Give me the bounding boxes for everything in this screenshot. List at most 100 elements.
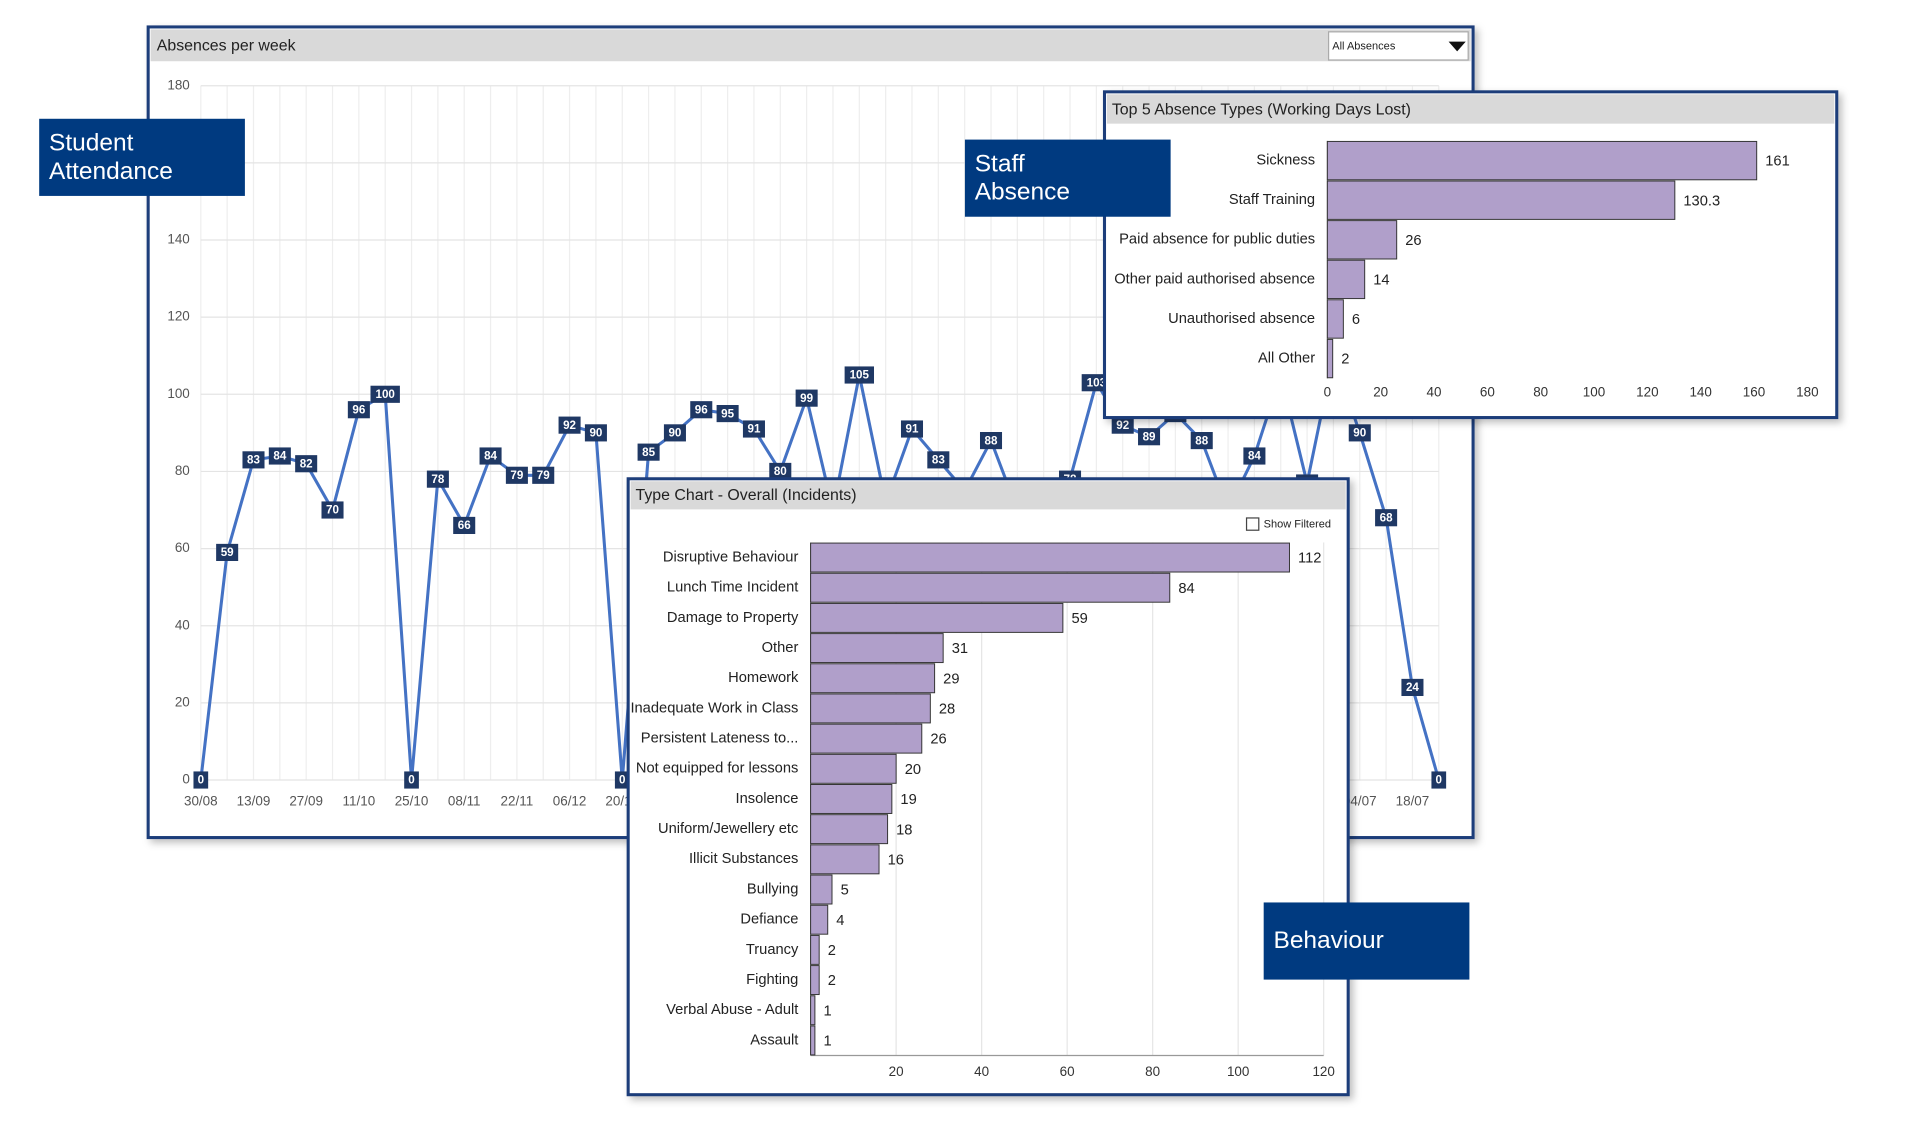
x-tick-label: 18/07 bbox=[1396, 794, 1430, 809]
data-label: 88 bbox=[985, 434, 998, 447]
point-marker bbox=[404, 771, 419, 789]
category-label: Other bbox=[762, 640, 799, 656]
data-label: 24 bbox=[1406, 681, 1419, 694]
dropdown-value[interactable]: All Absences bbox=[1332, 40, 1396, 52]
point-marker bbox=[979, 432, 1003, 450]
y-tick-label: 140 bbox=[167, 232, 189, 247]
point-marker bbox=[584, 424, 607, 442]
point-marker bbox=[1401, 678, 1424, 697]
checkbox-label[interactable]: Show Filtered bbox=[1264, 519, 1331, 531]
point-marker bbox=[1348, 424, 1371, 442]
data-label: 96 bbox=[352, 403, 365, 416]
panel-title: Type Chart - Overall (Incidents) bbox=[636, 487, 857, 504]
x-tick-label: 80 bbox=[1145, 1064, 1160, 1079]
category-label: Staff Training bbox=[1229, 192, 1315, 208]
x-tick-label: 60 bbox=[1060, 1064, 1075, 1079]
data-label: 14 bbox=[1373, 272, 1389, 288]
data-label: 83 bbox=[247, 454, 260, 467]
point-marker bbox=[370, 385, 400, 403]
data-label: 28 bbox=[939, 702, 955, 718]
data-label: 96 bbox=[695, 403, 708, 416]
data-label: 80 bbox=[774, 465, 787, 478]
bar bbox=[1326, 299, 1344, 339]
data-label: 84 bbox=[273, 450, 286, 463]
data-label: 16 bbox=[888, 852, 904, 868]
point-marker bbox=[769, 462, 792, 481]
point-marker bbox=[558, 416, 581, 434]
point-marker bbox=[1190, 432, 1213, 450]
data-label: 83 bbox=[932, 454, 945, 467]
point-marker bbox=[900, 420, 924, 438]
data-label: 18 bbox=[896, 822, 912, 838]
x-tick-label: 25/10 bbox=[395, 794, 429, 809]
category-label: Not equipped for lessons bbox=[636, 761, 798, 777]
data-label: 99 bbox=[800, 392, 813, 405]
data-label: 161 bbox=[1765, 154, 1790, 170]
data-label: 68 bbox=[1380, 511, 1393, 524]
data-label: 4 bbox=[836, 913, 844, 929]
bar bbox=[1326, 220, 1398, 260]
point-marker bbox=[1375, 509, 1398, 527]
data-label: 31 bbox=[952, 641, 968, 657]
data-label: 91 bbox=[747, 423, 760, 436]
x-tick-label: 40 bbox=[974, 1064, 989, 1079]
point-marker bbox=[268, 447, 291, 465]
point-marker bbox=[426, 470, 449, 488]
category-label: Truancy bbox=[746, 942, 799, 958]
data-label: 78 bbox=[431, 473, 444, 486]
x-tick-label: 06/12 bbox=[553, 794, 587, 809]
x-tick-label: 100 bbox=[1583, 385, 1605, 400]
point-marker bbox=[927, 451, 950, 469]
point-marker bbox=[295, 455, 318, 473]
bar bbox=[810, 784, 893, 814]
point-marker bbox=[637, 443, 660, 461]
bar bbox=[810, 542, 1290, 573]
data-label: 88 bbox=[1195, 434, 1208, 447]
point-marker bbox=[663, 424, 686, 442]
section-label: Behaviour bbox=[1263, 902, 1470, 980]
data-label: 90 bbox=[1353, 427, 1366, 440]
y-tick-label: 180 bbox=[167, 77, 189, 92]
bar bbox=[810, 633, 944, 664]
category-label: Disruptive Behaviour bbox=[663, 549, 799, 565]
panel-title: Top 5 Absence Types (Working Days Lost) bbox=[1112, 101, 1411, 118]
data-label: 29 bbox=[943, 671, 959, 687]
panel-title: Absences per week bbox=[157, 38, 296, 55]
data-label: 59 bbox=[221, 546, 234, 559]
data-label: 89 bbox=[1143, 430, 1156, 443]
category-label: Fighting bbox=[746, 972, 798, 988]
point-marker bbox=[690, 401, 713, 419]
category-label: Persistent Lateness to... bbox=[641, 731, 799, 747]
category-label: Sickness bbox=[1256, 152, 1315, 168]
bar bbox=[810, 693, 931, 724]
x-tick-label: 08/11 bbox=[448, 794, 481, 809]
panel-header bbox=[630, 481, 1346, 510]
dropdown[interactable] bbox=[1327, 31, 1469, 61]
data-label: 6 bbox=[1352, 312, 1360, 328]
dropdown-arrow[interactable] bbox=[1448, 41, 1466, 52]
bar bbox=[810, 753, 897, 784]
point-marker bbox=[614, 771, 630, 789]
data-label: 95 bbox=[721, 407, 734, 420]
x-tick-label: 30/08 bbox=[184, 794, 218, 809]
data-label: 84 bbox=[1178, 581, 1194, 597]
checkbox[interactable] bbox=[1245, 517, 1260, 531]
bar bbox=[1326, 140, 1758, 181]
section-label: Staff Absence bbox=[964, 139, 1171, 217]
category-label: Damage to Property bbox=[667, 610, 799, 626]
bar bbox=[810, 904, 829, 935]
point-marker bbox=[321, 501, 344, 519]
point-marker bbox=[1431, 771, 1447, 789]
category-label: Illicit Substances bbox=[689, 851, 798, 867]
bar bbox=[810, 934, 820, 965]
bar bbox=[810, 814, 889, 845]
data-label: 84 bbox=[484, 450, 497, 463]
bar bbox=[810, 1025, 816, 1056]
point-marker bbox=[1138, 428, 1161, 446]
category-label: Lunch Time Incident bbox=[667, 580, 798, 596]
point-marker bbox=[742, 420, 765, 438]
bar bbox=[810, 572, 1171, 603]
data-label: 112 bbox=[1298, 551, 1321, 567]
point-marker bbox=[347, 401, 370, 419]
